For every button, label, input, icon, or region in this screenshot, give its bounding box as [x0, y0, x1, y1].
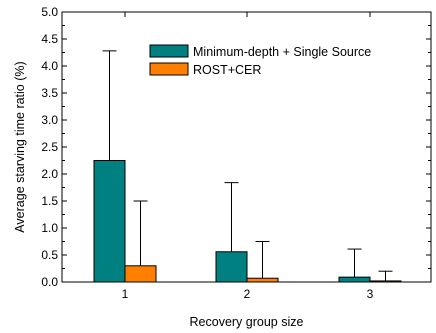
- bar: [246, 277, 279, 283]
- y-tick-label: 2.0: [41, 167, 58, 181]
- bar: [369, 280, 402, 283]
- legend-label: ROST+CER: [193, 63, 261, 77]
- y-tick-label: 3.0: [41, 113, 58, 127]
- y-axis: 0.0 0.5 1.0 1.5 2.0 2.5 3.0 3.5 4.0 4.5 5.0: [41, 5, 431, 289]
- x-axis-label: Recovery group size: [190, 315, 304, 329]
- y-tick-label: 2.5: [41, 140, 58, 154]
- y-tick-label: 0.0: [41, 275, 58, 289]
- bar: [124, 265, 157, 283]
- y-axis-label: Average starving time ratio (%): [13, 61, 27, 232]
- bars: [93, 160, 402, 283]
- x-tick-label: 3: [367, 287, 374, 301]
- bar: [338, 276, 371, 283]
- legend: Minimum-depth + Single Source ROST+CER: [149, 44, 371, 77]
- y-tick-label: 4.5: [41, 32, 58, 46]
- y-tick-label: 4.0: [41, 59, 58, 73]
- error-bars: [102, 50, 393, 281]
- y-tick-label: 0.5: [41, 248, 58, 262]
- bar: [93, 160, 126, 283]
- x-tick-label: 1: [122, 287, 129, 301]
- y-tick-label: 3.5: [41, 86, 58, 100]
- y-tick-label: 1.5: [41, 194, 58, 208]
- legend-swatch: [149, 62, 189, 76]
- bar: [215, 251, 248, 283]
- legend-label: Minimum-depth + Single Source: [193, 45, 371, 59]
- x-tick-label: 2: [244, 287, 251, 301]
- y-tick-label: 5.0: [41, 5, 58, 19]
- y-tick-label: 1.0: [41, 221, 58, 235]
- legend-swatch: [149, 44, 189, 58]
